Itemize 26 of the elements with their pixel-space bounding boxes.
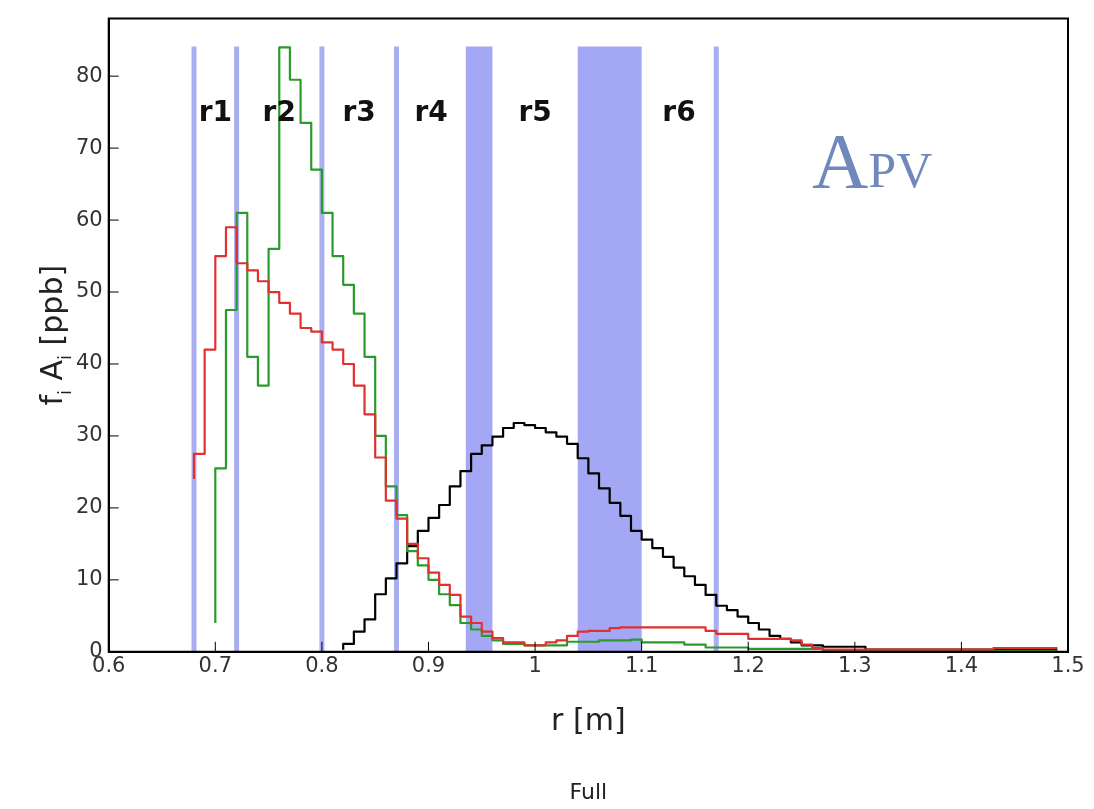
y-tick-label: 70 — [75, 134, 103, 159]
x-tick-label: 1.5 — [1051, 652, 1085, 677]
annotation: r6 — [662, 94, 696, 128]
y-tick-label: 60 — [75, 206, 103, 231]
annotation: r4 — [414, 94, 448, 128]
x-tick-label: 1 — [528, 652, 542, 677]
y-tick-label: 40 — [75, 350, 103, 375]
annotation: APV — [812, 116, 933, 204]
annotation: r5 — [518, 94, 552, 128]
annotation: r1 — [198, 94, 232, 128]
x-tick-label: 1.4 — [944, 652, 979, 677]
y-tick-label: 20 — [75, 494, 103, 519]
y-tick-label: 80 — [75, 62, 103, 87]
x-tick-label: 1.2 — [731, 652, 765, 677]
x-tick-label: 1.1 — [624, 652, 659, 677]
y-tick-label: 50 — [75, 278, 103, 303]
annotation: r3 — [342, 94, 376, 128]
y-tick-label: 10 — [75, 566, 103, 591]
text: Full — [569, 778, 608, 804]
x-tick-label: 0.9 — [411, 652, 446, 677]
x-tick-label: 0.7 — [198, 652, 233, 677]
y-axis-title: fi Ai [ppb] — [34, 264, 75, 406]
y-tick-label: 30 — [75, 422, 103, 447]
x-axis-title: r [m] — [551, 701, 626, 737]
x-tick-label: 1.3 — [838, 652, 872, 677]
x-tick-label: 0.8 — [305, 652, 339, 677]
